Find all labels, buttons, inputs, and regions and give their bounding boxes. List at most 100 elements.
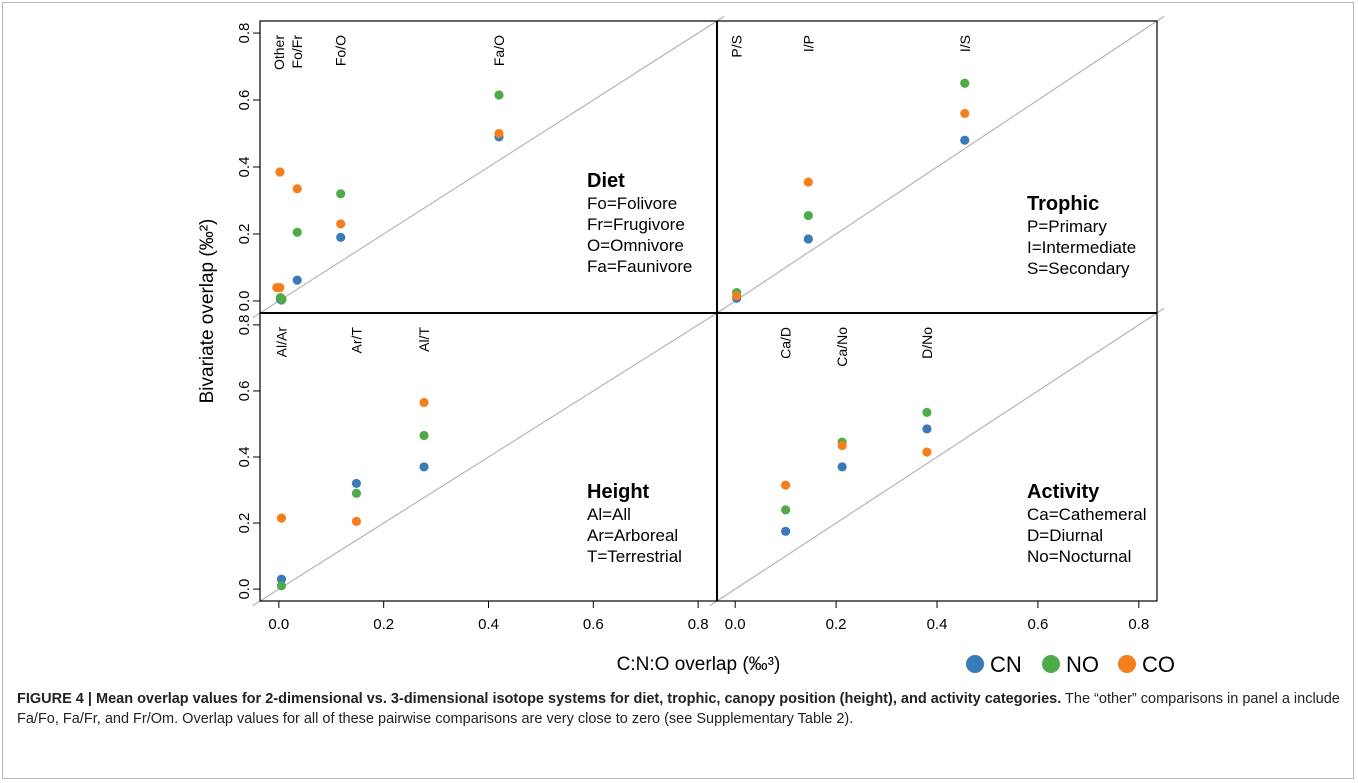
data-point-co[interactable] — [292, 184, 302, 194]
y-tick-label: 0.8 — [236, 23, 253, 44]
data-point-no[interactable] — [276, 581, 287, 591]
legend-label-cn: CN — [990, 652, 1022, 677]
data-point-no[interactable] — [803, 210, 813, 221]
data-point-no[interactable] — [277, 294, 287, 304]
data-point-co[interactable] — [960, 108, 970, 119]
y-tick-label: 0.8 — [236, 314, 253, 335]
panel-key-entry: Ca=Cathemeral — [1027, 505, 1147, 524]
data-point-co[interactable] — [494, 128, 504, 139]
caption-title: FIGURE 4 | Mean overlap values for 2-dim… — [17, 691, 1062, 707]
panel-title-activity: Activity — [1027, 481, 1100, 503]
legend-label-co: CO — [1142, 652, 1175, 677]
panel-key-entry: D=Diurnal — [1027, 526, 1103, 545]
reference-line-height — [252, 307, 725, 607]
data-point-no[interactable] — [351, 488, 362, 498]
panel-key-entry: S=Secondary — [1027, 259, 1130, 278]
panel-key-entry: O=Omnivore — [587, 236, 684, 255]
panel-key-entry: Ar=Arboreal — [587, 526, 678, 545]
category-label: I/P — [800, 35, 816, 52]
legend-label-no: NO — [1066, 652, 1099, 677]
category-label: Al/T — [416, 327, 432, 352]
data-point-cn[interactable] — [922, 424, 932, 434]
data-point-co[interactable] — [351, 516, 362, 527]
category-label: Ar/T — [348, 327, 364, 354]
data-point-no[interactable] — [494, 90, 504, 100]
panel-key-entry: No=Nocturnal — [1027, 547, 1131, 566]
y-tick-label: 0.2 — [236, 513, 253, 534]
panel-key-entry: T=Terrestrial — [587, 547, 682, 566]
category-label: P/S — [729, 35, 745, 58]
data-point-co[interactable] — [803, 177, 813, 187]
category-label: Ca/No — [834, 327, 850, 367]
data-point-cn[interactable] — [336, 232, 346, 242]
caption-text: The “other” comparisons in panel a inclu… — [17, 691, 1340, 727]
y-tick-label: 0.0 — [236, 579, 253, 600]
data-point-co[interactable] — [276, 513, 287, 523]
category-label: Ca/D — [778, 327, 794, 359]
reference-line-activity — [709, 307, 1165, 607]
y-tick-label: 0.2 — [236, 224, 253, 245]
x-tick-label: 0.6 — [583, 616, 604, 633]
x-tick-label: 0.4 — [927, 616, 948, 633]
data-point-co[interactable] — [781, 480, 791, 490]
category-label: I/S — [957, 35, 973, 52]
category-label: Fa/O — [491, 35, 507, 66]
legend-swatch-cn — [966, 655, 984, 673]
panel-title-diet: Diet — [587, 170, 625, 192]
data-point-co[interactable] — [419, 397, 429, 408]
reference-line-trophic — [709, 15, 1165, 319]
panel-key-entry: Fo=Folivore — [587, 194, 677, 213]
legend-swatch-co — [1118, 655, 1136, 673]
x-tick-label: 0.2 — [373, 616, 394, 633]
panel-key-entry: Al=All — [587, 505, 631, 524]
data-point-cn[interactable] — [803, 234, 813, 244]
figure-caption: FIGURE 4 | Mean overlap values for 2-dim… — [17, 689, 1347, 729]
y-tick-label: 0.0 — [236, 291, 253, 312]
y-tick-label: 0.4 — [236, 157, 253, 178]
x-tick-label: 0.0 — [268, 616, 289, 633]
y-tick-label: 0.6 — [236, 90, 253, 111]
data-point-cn[interactable] — [276, 574, 287, 584]
category-label: Other — [271, 35, 287, 70]
data-point-co[interactable] — [275, 167, 285, 177]
category-label: Fo/O — [333, 35, 349, 66]
data-point-co[interactable] — [275, 282, 285, 293]
data-point-co[interactable] — [837, 440, 847, 451]
data-point-cn[interactable] — [960, 135, 970, 145]
x-tick-label: 0.4 — [478, 616, 499, 633]
x-tick-label: 0.6 — [1027, 616, 1048, 633]
panel-title-trophic: Trophic — [1027, 193, 1099, 215]
x-tick-label: 0.0 — [725, 616, 746, 633]
y-tick-label: 0.6 — [236, 381, 253, 402]
data-point-no[interactable] — [419, 430, 429, 441]
data-point-cn[interactable] — [292, 275, 302, 285]
x-tick-label: 0.8 — [688, 616, 709, 633]
reference-line-diet — [252, 15, 725, 319]
data-point-cn[interactable] — [837, 462, 847, 472]
category-label: D/No — [919, 327, 935, 359]
data-point-co[interactable] — [732, 291, 742, 301]
x-tick-label: 0.8 — [1128, 616, 1149, 633]
panel-title-height: Height — [587, 481, 650, 503]
data-point-no[interactable] — [960, 78, 970, 88]
panel-key-entry: Fa=Faunivore — [587, 257, 692, 276]
category-label: Al/Ar — [273, 327, 289, 358]
data-point-cn[interactable] — [351, 478, 362, 489]
plot-border — [259, 20, 1158, 602]
y-tick-label: 0.4 — [236, 447, 253, 468]
data-point-cn[interactable] — [781, 526, 791, 536]
x-tick-label: 0.2 — [826, 616, 847, 633]
data-point-co[interactable] — [922, 447, 932, 457]
data-point-no[interactable] — [292, 227, 302, 237]
overlap-chart: 0.0 0.2 0.4 0.6 0.8 0.0 0.2 0.4 0.6 0.8 0.0 0.2 0.4 0… — [197, 15, 1175, 677]
data-point-no[interactable] — [922, 407, 932, 418]
data-point-co[interactable] — [336, 219, 346, 229]
panel-key-entry: I=Intermediate — [1027, 238, 1136, 257]
data-point-no[interactable] — [781, 505, 791, 515]
legend-swatch-no — [1042, 655, 1060, 673]
data-point-cn[interactable] — [419, 462, 429, 472]
panel-key-entry: P=Primary — [1027, 217, 1107, 236]
y-axis-title: Bivariate overlap (‰²) — [197, 219, 218, 404]
data-point-no[interactable] — [336, 189, 346, 199]
